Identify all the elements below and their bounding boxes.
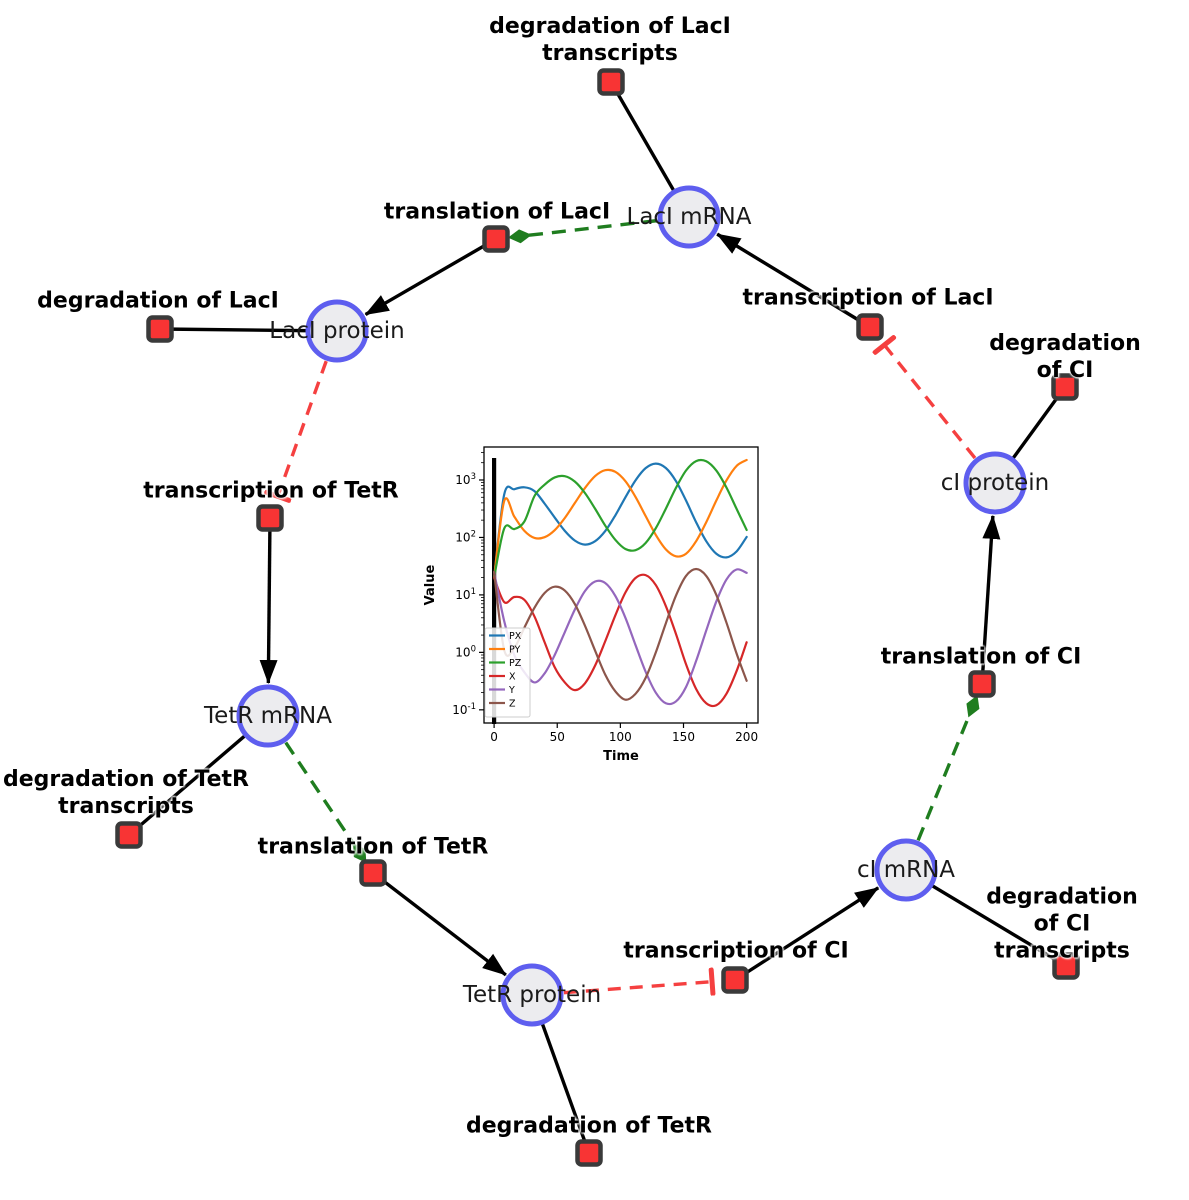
- edge-layer: [127, 81, 1067, 1154]
- x-tick-label: 150: [672, 730, 695, 744]
- legend: PX PY PZ XYZ: [484, 627, 531, 718]
- species-node-tetR_mRNA: [236, 684, 300, 748]
- node-layer: [115, 68, 1080, 1167]
- edge-production-transcr_tetR-tetR_mRNA: [259, 517, 278, 685]
- x-tick-label: 0: [490, 730, 498, 744]
- edge-production-transl_lacI-lacI_protein: [364, 237, 497, 316]
- edge-activation-cI_mRNA-transl_cI: [916, 695, 980, 842]
- series-line-PY: [493, 458, 748, 579]
- species-node-cI_mRNA: [874, 838, 938, 902]
- reaction-node-transcr_lacI: [856, 313, 884, 341]
- reaction-node-transcr_cI: [721, 966, 749, 994]
- reaction-node-transl_tetR: [359, 859, 387, 887]
- edge-inhibition-cI_protein-transcr_lacI: [884, 345, 977, 460]
- y-axis-label: Value: [423, 564, 438, 605]
- species-node-lacI_mRNA: [657, 185, 721, 249]
- reaction-node-transcr_tetR: [256, 504, 284, 532]
- legend-label-PZ: PZ: [509, 658, 522, 669]
- y-tick-label: 103: [455, 472, 476, 487]
- edge-production-transl_tetR-tetR_protein: [371, 871, 507, 977]
- species-node-lacI_protein: [305, 299, 369, 363]
- reaction-node-deg_tetR: [575, 1139, 603, 1167]
- x-tick-label: 50: [550, 730, 565, 744]
- reaction-node-deg_lacI: [146, 315, 174, 343]
- reaction-node-transl_cI: [968, 670, 996, 698]
- legend-label-PY: PY: [509, 645, 521, 656]
- series-line-PX: [493, 462, 748, 579]
- series-line-Y: [493, 568, 748, 706]
- x-axis-label: Time: [603, 749, 639, 764]
- series-line-Z: [493, 567, 748, 701]
- y-tick-label: 101: [455, 587, 476, 602]
- edge-production-transcr_lacI-lacI_mRNA: [716, 232, 871, 329]
- series-line-X: [493, 573, 748, 708]
- edge-activation-tetR_mRNA-transl_tetR: [284, 741, 367, 864]
- edge-inhibition-tetR_protein-transcr_cI: [563, 982, 712, 993]
- edge-inhibition-lacI_protein-transcr_tetR: [278, 360, 328, 496]
- reaction-node-deg_tetR_transcripts: [115, 821, 143, 849]
- series-layer: [493, 458, 748, 708]
- edge-production-transl_cI-cI_protein: [980, 514, 1001, 685]
- reaction-node-deg_cI_transcripts: [1052, 952, 1080, 980]
- y-tick-label: 100: [455, 644, 476, 659]
- legend-box: [484, 627, 531, 718]
- species-node-cI_protein: [963, 451, 1027, 515]
- legend-label-Z: Z: [509, 699, 516, 710]
- y-tick-label: 102: [455, 529, 476, 544]
- edge-activation-lacI_mRNA-transl_lacI: [507, 218, 658, 244]
- edge-production-transcr_cI-cI_mRNA: [734, 886, 880, 982]
- series-line-PZ: [493, 458, 748, 579]
- plot-area: [483, 446, 759, 724]
- legend-label-X: X: [509, 672, 516, 683]
- reaction-node-deg_cI: [1051, 373, 1079, 401]
- reaction-node-transl_lacI: [482, 225, 510, 253]
- legend-label-PX: PX: [509, 631, 522, 642]
- x-tick-label: 200: [735, 730, 758, 744]
- axis-ticks: [479, 452, 748, 728]
- y-tick-label: 10-1: [452, 702, 476, 717]
- x-tick-label: 100: [609, 730, 632, 744]
- legend-label-Y: Y: [508, 685, 515, 696]
- reaction-node-deg_lacI_transcripts: [597, 68, 625, 96]
- time-series-chart: 0 50 100 150 20010-1100101102103TimeValuePXP…: [423, 446, 759, 764]
- species-node-tetR_protein: [500, 963, 564, 1027]
